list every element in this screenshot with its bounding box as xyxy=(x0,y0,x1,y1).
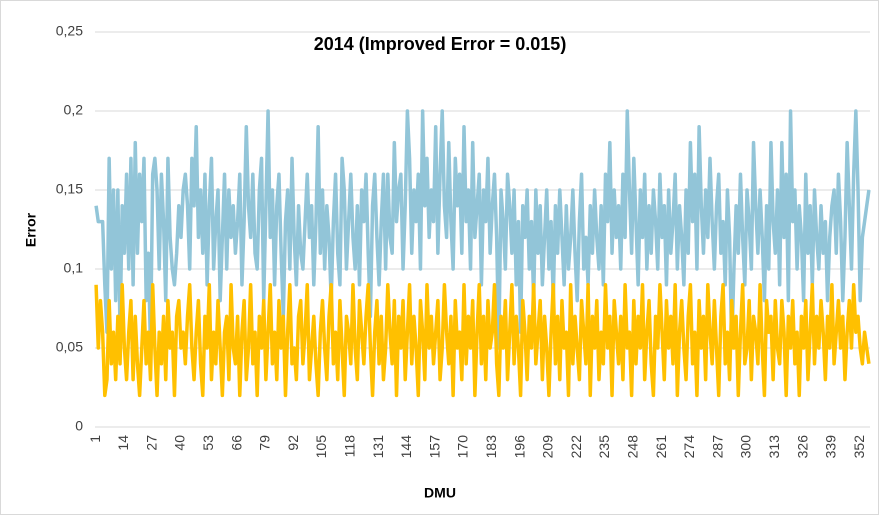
x-tick-label: 196 xyxy=(511,435,527,459)
x-tick-label: 170 xyxy=(455,435,471,459)
y-axis-label: Error xyxy=(23,212,39,247)
x-tick-label: 144 xyxy=(398,435,414,459)
x-tick-label: 222 xyxy=(568,435,584,459)
x-tick-label: 1 xyxy=(87,435,103,443)
x-tick-label: 300 xyxy=(738,435,754,459)
y-tick-label: 0 xyxy=(75,418,83,434)
x-tick-label: 274 xyxy=(681,435,697,459)
x-tick-label: 339 xyxy=(823,435,839,459)
x-tick-label: 14 xyxy=(115,435,131,451)
x-tick-label: 235 xyxy=(596,435,612,459)
x-tick-label: 313 xyxy=(766,435,782,459)
y-tick-label: 0,15 xyxy=(56,181,83,197)
y-tick-label: 0,1 xyxy=(64,260,84,276)
y-tick-label: 0,25 xyxy=(56,23,83,39)
x-tick-label: 209 xyxy=(540,435,556,459)
x-tick-label: 92 xyxy=(285,435,301,451)
series-line xyxy=(94,109,871,350)
x-tick-label: 352 xyxy=(851,435,867,459)
x-tick-label: 79 xyxy=(257,435,273,451)
x-tick-label: 131 xyxy=(370,435,386,459)
x-tick-label: 118 xyxy=(341,435,357,458)
x-tick-label: 183 xyxy=(483,435,499,459)
x-tick-label: 261 xyxy=(653,435,669,459)
x-tick-label: 53 xyxy=(200,435,216,451)
x-tick-label: 287 xyxy=(709,435,725,459)
x-tick-label: 105 xyxy=(313,435,329,459)
y-tick-label: 0,2 xyxy=(64,102,84,118)
chart-title: 2014 (Improved Error = 0.015) xyxy=(314,34,567,54)
x-axis-label: DMU xyxy=(424,485,456,501)
x-tick-label: 248 xyxy=(625,435,641,459)
x-tick-label: 326 xyxy=(794,435,810,459)
y-tick-label: 0,05 xyxy=(56,339,83,355)
x-tick-label: 40 xyxy=(172,435,188,451)
x-tick-label: 66 xyxy=(228,435,244,451)
x-tick-label: 27 xyxy=(143,435,159,451)
series-line xyxy=(94,283,871,398)
x-tick-label: 157 xyxy=(426,435,442,459)
